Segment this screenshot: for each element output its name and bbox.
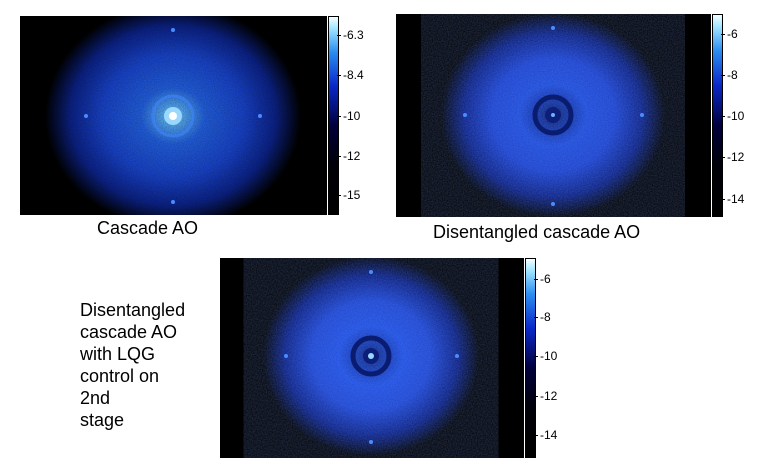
- colorbar-tick: -10: [533, 349, 558, 363]
- colorbar-tick: -8: [534, 310, 551, 324]
- caption-disentangled-cascade-ao: Disentangled cascade AO: [433, 222, 641, 242]
- psf-image-render: [20, 16, 327, 215]
- caption-line: stage: [80, 410, 125, 430]
- caption-line: with LQG: [80, 344, 156, 364]
- colorbar-tick: -12: [336, 149, 361, 163]
- psf-image-render: [220, 258, 524, 458]
- caption-disentangled-lqg: Disentangled cascade AO with LQG control…: [80, 299, 185, 431]
- caption-line: Disentangled: [80, 300, 186, 320]
- colorbar-tick: -6.3: [337, 28, 364, 42]
- colorbar-disentangled-cascade-ao: [712, 14, 723, 217]
- colorbar-tick: -8.4: [337, 68, 364, 82]
- colorbar-tick: -6: [534, 272, 551, 286]
- caption-cascade-ao: Cascade AO: [97, 218, 199, 238]
- colorbar-tick: -10: [336, 109, 361, 123]
- colorbar-tick: -8: [721, 68, 738, 82]
- psf-image-disentangled-lqg: [220, 258, 524, 458]
- colorbar-tick: -14: [533, 428, 558, 442]
- caption-line: cascade AO: [80, 322, 178, 342]
- colorbar-tick: -6: [721, 27, 738, 41]
- colorbar-tick: -12: [720, 150, 745, 164]
- colorbar-tick: -14: [720, 192, 745, 206]
- colorbar-tick: -12: [533, 389, 558, 403]
- colorbar-cascade-ao: [328, 16, 339, 215]
- colorbar-tick: -10: [720, 109, 745, 123]
- psf-image-render: [396, 14, 711, 217]
- caption-line: control on 2nd: [80, 366, 160, 408]
- psf-image-disentangled-cascade-ao: [396, 14, 711, 217]
- colorbar-tick: -15: [336, 188, 361, 202]
- colorbar-disentangled-lqg: [525, 258, 536, 458]
- psf-image-cascade-ao: [20, 16, 327, 215]
